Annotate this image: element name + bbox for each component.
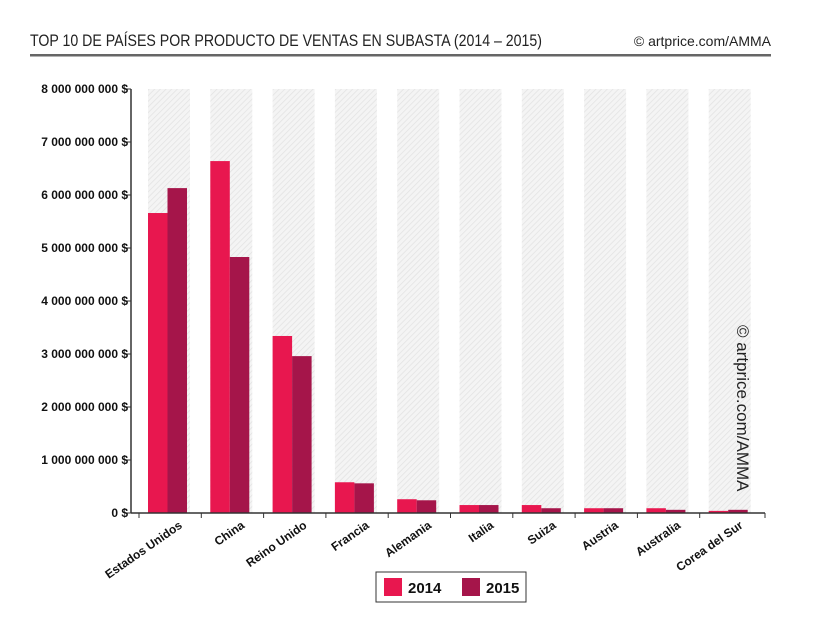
bar-2014: [397, 499, 417, 513]
y-tick-label: 7 000 000 000 $: [41, 135, 128, 149]
y-tick-label: 6 000 000 000 $: [41, 188, 128, 202]
bar-2014: [210, 161, 230, 513]
x-tick-label: Corea del Sur: [673, 518, 745, 574]
y-tick-label: 1 000 000 000 $: [41, 453, 128, 467]
y-tick-label: 8 000 000 000 $: [41, 82, 128, 96]
bar-2015: [479, 505, 499, 513]
x-tick-label: China: [212, 518, 248, 549]
y-tick-label: 4 000 000 000 $: [41, 294, 128, 308]
y-tick-label: 0 $: [111, 506, 128, 520]
bar-2015: [541, 508, 561, 513]
x-tick-label: Austria: [579, 518, 621, 553]
bar-2014: [646, 508, 666, 513]
bar-2015: [167, 188, 187, 514]
bar-2014: [148, 213, 168, 513]
legend: 2014 2015: [375, 571, 527, 603]
watermark: © artprice.com/AMMA: [733, 325, 752, 492]
y-tick-label: 2 000 000 000 $: [41, 400, 128, 414]
chart-title: TOP 10 DE PAÍSES POR PRODUCTO DE VENTAS …: [30, 31, 542, 50]
bar-2014: [334, 482, 355, 513]
legend-label-2015: 2015: [486, 580, 519, 597]
category-band: [334, 89, 377, 513]
category-band: [584, 89, 627, 513]
bar-2014: [708, 510, 729, 513]
bar-2014: [272, 335, 293, 513]
x-tick-label: Suiza: [525, 518, 559, 548]
x-tick-label: Reino Unido: [243, 518, 309, 570]
category-band: [397, 89, 440, 513]
bar-2014: [584, 508, 604, 513]
bar-2015: [665, 509, 686, 513]
bar-2015: [416, 500, 437, 513]
title-rule: [30, 54, 771, 57]
category-band: [459, 89, 502, 513]
bar-2014: [459, 505, 479, 513]
legend-swatch-2014: [384, 578, 402, 596]
x-tick-label: Francia: [329, 518, 372, 554]
y-tick-label: 3 000 000 000 $: [41, 347, 128, 361]
bar-2015: [229, 257, 250, 513]
legend-label-2014: 2014: [408, 580, 442, 597]
x-tick-label: Italia: [466, 518, 497, 545]
bar-2015: [292, 356, 312, 513]
bar-2015: [728, 509, 748, 513]
bar-2014: [521, 505, 542, 513]
bar-2015: [603, 508, 624, 513]
x-tick-label: Estados Unidos: [102, 518, 185, 582]
category-band: [521, 89, 564, 513]
x-tick-label: Alemania: [382, 518, 434, 560]
x-tick-label: Australia: [633, 518, 683, 559]
bar-2015: [354, 483, 374, 513]
y-tick-label: 5 000 000 000 $: [41, 241, 128, 255]
category-band: [646, 89, 689, 513]
copyright: © artprice.com/AMMA: [634, 33, 772, 49]
legend-swatch-2015: [462, 578, 480, 596]
category-band: [708, 89, 751, 513]
